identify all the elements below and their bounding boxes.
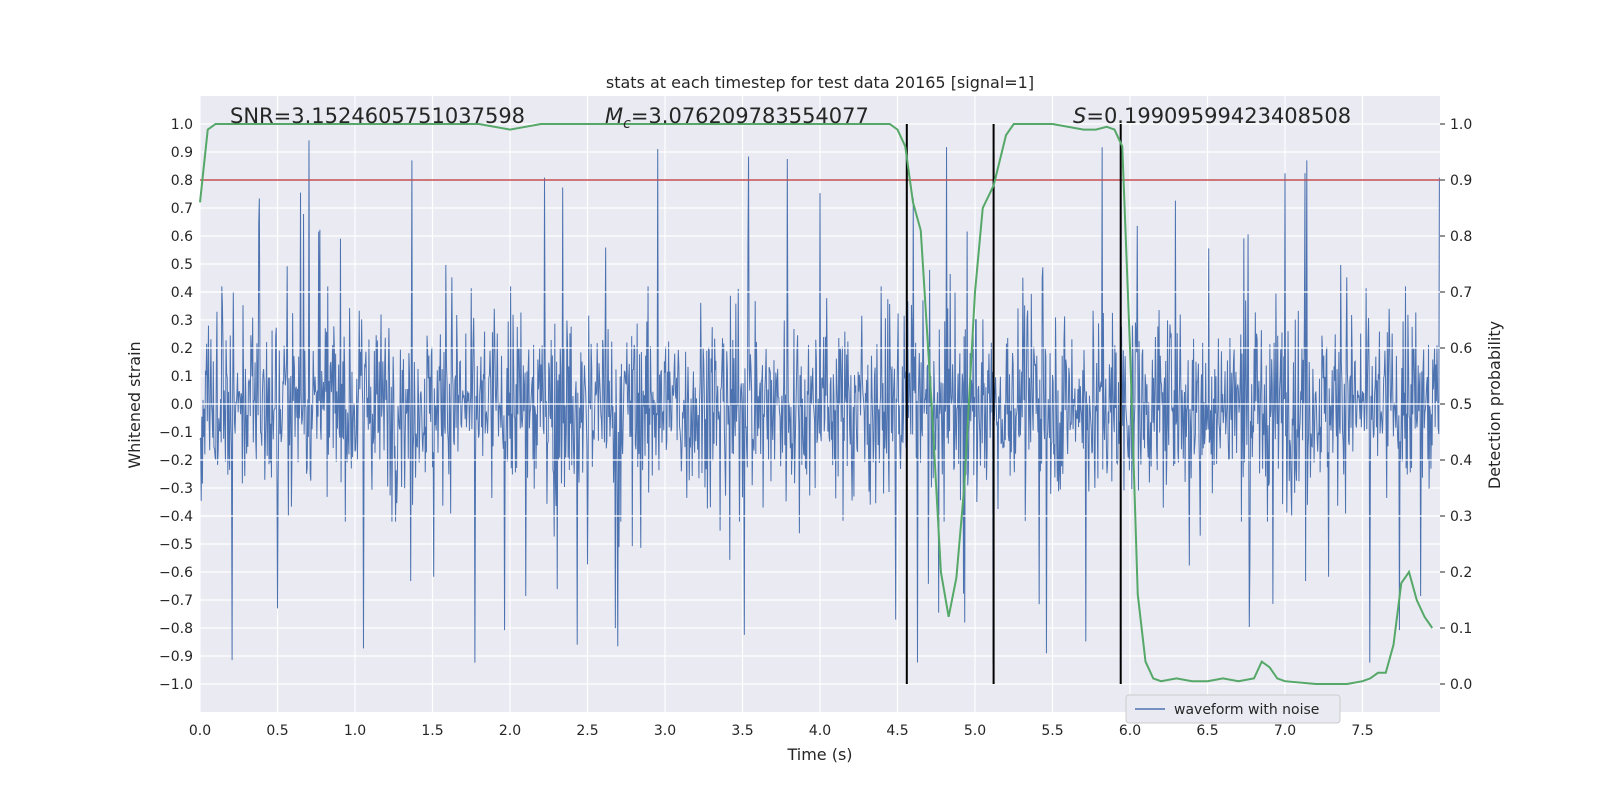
- vertical-markers: [905, 124, 1122, 684]
- y-right-tick-label: 0.8: [1450, 229, 1472, 245]
- y-left-tick-label: 0.8: [171, 173, 193, 189]
- grid-overlay: [200, 291, 1440, 517]
- y-right-tick-label: 0.0: [1450, 677, 1472, 693]
- y-right-tick-label: 0.9: [1450, 173, 1472, 189]
- y-left-tick-label: 0.0: [171, 397, 193, 413]
- y-right-tick-label: 0.6: [1450, 341, 1472, 357]
- legend: waveform with noise: [1125, 694, 1341, 724]
- y-right-tick-label: 0.2: [1450, 565, 1472, 581]
- y-left-tick-label: 0.7: [171, 201, 193, 217]
- chirp-mass-symbol: M: [605, 104, 623, 128]
- y-right-tick-label: 0.1: [1450, 621, 1472, 637]
- y-left-tick-label: 0.1: [171, 369, 193, 385]
- x-tick-label: 5.0: [964, 723, 986, 739]
- y-left-axis-ticks: 1.0 0.9 0.8 0.7 0.6 0.5 0.4 0.3 0.2 0.1 0.0 −0.1 −0.…: [159, 117, 193, 693]
- x-tick-label: 0.0: [189, 723, 211, 739]
- x-tick-label: 1.5: [421, 723, 443, 739]
- y-left-tick-label: −1.0: [159, 677, 193, 693]
- waveform-line: [199, 140, 1440, 664]
- chirp-mass-subscript: c: [623, 116, 631, 132]
- detection-probability-line: [199, 123, 1434, 685]
- x-tick-label: 1.0: [344, 723, 366, 739]
- y-left-tick-label: −0.5: [159, 537, 193, 553]
- x-tick-label: 6.0: [1119, 723, 1141, 739]
- y-left-tick-label: −0.4: [159, 509, 193, 525]
- y-left-tick-label: −0.3: [159, 481, 193, 497]
- x-tick-label: 3.0: [654, 723, 676, 739]
- y-left-tick-label: −0.2: [159, 453, 193, 469]
- y-right-axis-label: Detection probability: [1485, 321, 1504, 489]
- x-tick-label: 0.5: [266, 723, 288, 739]
- y-right-axis-ticks: 1.0 0.9 0.8 0.7 0.6 0.5 0.4 0.3 0.2 0.1 0.0: [1440, 117, 1472, 693]
- y-right-tick-label: 0.7: [1450, 285, 1472, 301]
- y-right-tick-label: 0.5: [1450, 397, 1472, 413]
- y-left-tick-label: −0.8: [159, 621, 193, 637]
- y-left-axis-label: Whitened strain: [125, 341, 144, 468]
- x-tick-label: 4.5: [886, 723, 908, 739]
- x-tick-label: 2.5: [576, 723, 598, 739]
- chirp-mass-annotation: Mc=3.076209783554077: [605, 104, 869, 132]
- y-left-tick-label: 0.2: [171, 341, 193, 357]
- s-annotation: S=0.19909599423408508: [1073, 104, 1351, 128]
- chart-title: stats at each timestep for test data 201…: [606, 73, 1034, 92]
- y-right-tick-label: 1.0: [1450, 117, 1472, 133]
- x-tick-label: 3.5: [731, 723, 753, 739]
- y-left-tick-label: 0.6: [171, 229, 193, 245]
- y-left-tick-label: −0.1: [159, 425, 193, 441]
- chirp-mass-value: =3.076209783554077: [631, 104, 869, 128]
- x-tick-label: 6.5: [1196, 723, 1218, 739]
- x-tick-label: 7.5: [1351, 723, 1373, 739]
- y-left-tick-label: −0.7: [159, 593, 193, 609]
- x-axis-ticks: 0.0 0.5 1.0 1.5 2.0 2.5 3.0 3.5 4.0 4.5 5.0 5.5 6.0 6…: [189, 723, 1374, 739]
- y-left-tick-label: 0.5: [171, 257, 193, 273]
- y-right-tick-label: 0.3: [1450, 509, 1472, 525]
- s-value: =0.19909599423408508: [1086, 104, 1351, 128]
- snr-annotation: SNR=3.1524605751037598: [230, 104, 525, 128]
- x-tick-label: 2.0: [499, 723, 521, 739]
- y-left-tick-label: −0.6: [159, 565, 193, 581]
- y-left-tick-label: 1.0: [171, 117, 193, 133]
- s-symbol: S: [1073, 104, 1086, 128]
- x-tick-label: 7.0: [1274, 723, 1296, 739]
- waveform-series: [199, 140, 1440, 664]
- y-left-tick-label: 0.3: [171, 313, 193, 329]
- y-right-tick-label: 0.4: [1450, 453, 1472, 469]
- y-left-tick-label: −0.9: [159, 649, 193, 665]
- x-tick-label: 4.0: [809, 723, 831, 739]
- y-left-tick-label: 0.9: [171, 145, 193, 161]
- x-axis-label: Time (s): [786, 745, 852, 764]
- legend-label: waveform with noise: [1174, 702, 1319, 718]
- y-left-tick-label: 0.4: [171, 285, 193, 301]
- legend-box: [1125, 694, 1341, 724]
- x-tick-label: 5.5: [1041, 723, 1063, 739]
